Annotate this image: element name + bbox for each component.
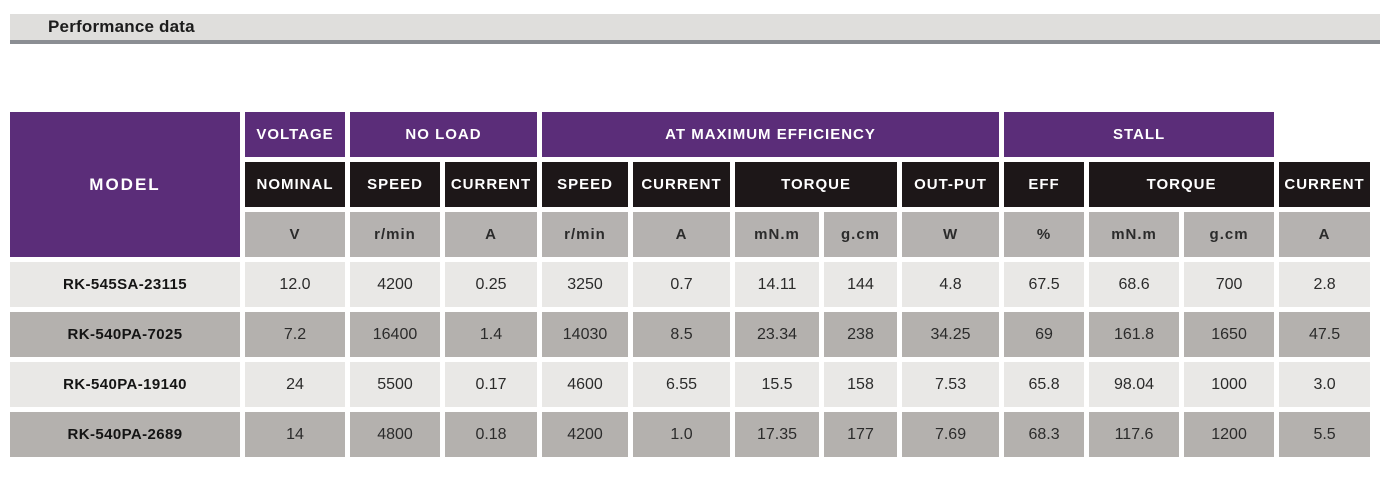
unit-watt: W xyxy=(902,212,1000,257)
cell-value: 1650 xyxy=(1184,312,1275,357)
cell-value: 65.8 xyxy=(1004,362,1085,407)
subheader-stall-current: CURRENT xyxy=(1279,162,1371,207)
cell-value: 34.25 xyxy=(902,312,1000,357)
cell-value: 4600 xyxy=(542,362,629,407)
subheader-maxeff-torque: TORQUE xyxy=(735,162,898,207)
cell-value: 6.55 xyxy=(633,362,731,407)
model-name: RK-540PA-2689 xyxy=(10,412,240,457)
cell-value: 68.6 xyxy=(1089,262,1180,307)
cell-value: 0.17 xyxy=(445,362,538,407)
cell-value: 3250 xyxy=(542,262,629,307)
unit-gcm-maxeff: g.cm xyxy=(824,212,898,257)
cell-value: 4200 xyxy=(542,412,629,457)
cell-value: 4200 xyxy=(350,262,440,307)
subheader-nominal: NOMINAL xyxy=(245,162,345,207)
cell-value: 700 xyxy=(1184,262,1275,307)
unit-amp-stall: A xyxy=(1279,212,1371,257)
cell-value: 0.7 xyxy=(633,262,731,307)
table-row: RK-540PA-19140 24 5500 0.17 4600 6.55 15… xyxy=(10,362,1371,407)
cell-value: 7.69 xyxy=(902,412,1000,457)
cell-value: 5500 xyxy=(350,362,440,407)
cell-value: 161.8 xyxy=(1089,312,1180,357)
subheader-noload-speed: SPEED xyxy=(350,162,440,207)
unit-mnm-stall: mN.m xyxy=(1089,212,1180,257)
cell-value: 47.5 xyxy=(1279,312,1371,357)
cell-value: 12.0 xyxy=(245,262,345,307)
cell-value: 4.8 xyxy=(902,262,1000,307)
cell-value: 14030 xyxy=(542,312,629,357)
cell-value: 1.4 xyxy=(445,312,538,357)
unit-amp-noload: A xyxy=(445,212,538,257)
cell-value: 238 xyxy=(824,312,898,357)
cell-value: 7.2 xyxy=(245,312,345,357)
subheader-eff: EFF xyxy=(1004,162,1085,207)
section-header-bar: Performance data xyxy=(10,14,1380,44)
group-header-stall: STALL xyxy=(1004,112,1275,157)
model-name: RK-540PA-7025 xyxy=(10,312,240,357)
table-container: MODEL VOLTAGE NO LOAD AT MAXIMUM EFFICIE… xyxy=(5,107,1387,462)
page-title: Performance data xyxy=(48,17,195,36)
group-header-voltage: VOLTAGE xyxy=(245,112,345,157)
table-row: RK-540PA-2689 14 4800 0.18 4200 1.0 17.3… xyxy=(10,412,1371,457)
cell-value: 17.35 xyxy=(735,412,820,457)
unit-rpm-noload: r/min xyxy=(350,212,440,257)
unit-row: V r/min A r/min A mN.m g.cm W % mN.m g.c… xyxy=(10,212,1371,257)
cell-value: 15.5 xyxy=(735,362,820,407)
cell-value: 117.6 xyxy=(1089,412,1180,457)
subheader-stall-torque: TORQUE xyxy=(1089,162,1275,207)
cell-value: 0.18 xyxy=(445,412,538,457)
model-name: RK-540PA-19140 xyxy=(10,362,240,407)
cell-value: 14.11 xyxy=(735,262,820,307)
cell-value: 4800 xyxy=(350,412,440,457)
group-header-no-load: NO LOAD xyxy=(350,112,538,157)
subheader-output: OUT-PUT xyxy=(902,162,1000,207)
cell-value: 158 xyxy=(824,362,898,407)
subheader-maxeff-current: CURRENT xyxy=(633,162,731,207)
cell-value: 3.0 xyxy=(1279,362,1371,407)
model-name: RK-545SA-23115 xyxy=(10,262,240,307)
column-header-model: MODEL xyxy=(10,112,240,257)
cell-value: 24 xyxy=(245,362,345,407)
performance-table: MODEL VOLTAGE NO LOAD AT MAXIMUM EFFICIE… xyxy=(5,107,1375,462)
cell-value: 8.5 xyxy=(633,312,731,357)
cell-value: 14 xyxy=(245,412,345,457)
unit-volt: V xyxy=(245,212,345,257)
unit-percent: % xyxy=(1004,212,1085,257)
cell-value: 5.5 xyxy=(1279,412,1371,457)
cell-value: 0.25 xyxy=(445,262,538,307)
unit-rpm-maxeff: r/min xyxy=(542,212,629,257)
cell-value: 98.04 xyxy=(1089,362,1180,407)
cell-value: 1.0 xyxy=(633,412,731,457)
group-header-at-maximum-efficiency: AT MAXIMUM EFFICIENCY xyxy=(542,112,1000,157)
unit-mnm-maxeff: mN.m xyxy=(735,212,820,257)
subheader-noload-current: CURRENT xyxy=(445,162,538,207)
unit-gcm-stall: g.cm xyxy=(1184,212,1275,257)
subheader-maxeff-speed: SPEED xyxy=(542,162,629,207)
cell-value: 69 xyxy=(1004,312,1085,357)
unit-amp-maxeff: A xyxy=(633,212,731,257)
cell-value: 2.8 xyxy=(1279,262,1371,307)
cell-value: 1200 xyxy=(1184,412,1275,457)
cell-value: 7.53 xyxy=(902,362,1000,407)
group-header-row: MODEL VOLTAGE NO LOAD AT MAXIMUM EFFICIE… xyxy=(10,112,1370,257)
cell-value: 144 xyxy=(824,262,898,307)
cell-value: 67.5 xyxy=(1004,262,1085,307)
cell-value: 16400 xyxy=(350,312,440,357)
table-row: RK-540PA-7025 7.2 16400 1.4 14030 8.5 23… xyxy=(10,312,1371,357)
table-row: RK-545SA-23115 12.0 4200 0.25 3250 0.7 1… xyxy=(10,262,1371,307)
cell-value: 1000 xyxy=(1184,362,1275,407)
sub-header-row: NOMINAL SPEED CURRENT SPEED CURRENT TORQ… xyxy=(10,162,1371,207)
cell-value: 177 xyxy=(824,412,898,457)
cell-value: 23.34 xyxy=(735,312,820,357)
cell-value: 68.3 xyxy=(1004,412,1085,457)
